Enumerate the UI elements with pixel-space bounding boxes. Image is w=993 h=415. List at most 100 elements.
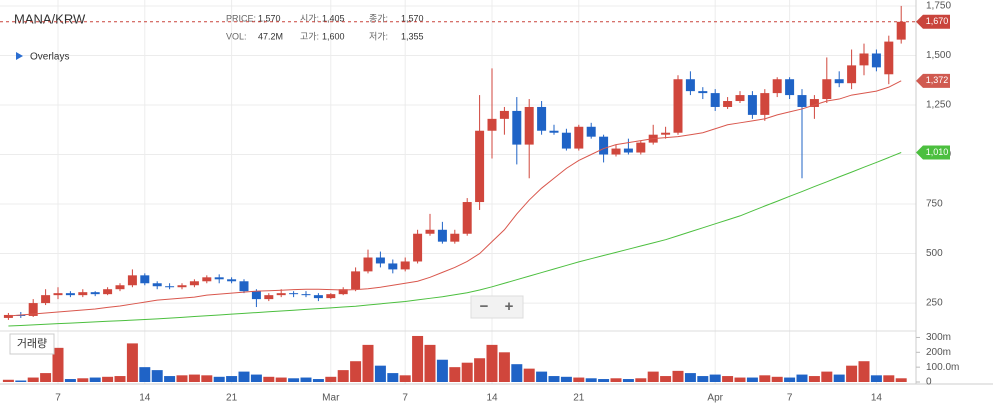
volume-bar (312, 379, 324, 382)
price-tag-label: 1,670 (926, 16, 949, 26)
volume-bar (709, 374, 721, 382)
volume-bar (560, 376, 572, 382)
x-tick-label: Mar (322, 393, 340, 404)
candle-body (710, 93, 720, 107)
candle-body (834, 79, 844, 84)
candle-body (127, 275, 137, 286)
price-tag-label: 1,010 (926, 147, 949, 157)
volume-bar (635, 378, 647, 382)
info-label: 고가: (300, 31, 319, 41)
moving-average (8, 152, 902, 327)
candle-body (735, 95, 745, 102)
candle-body (251, 291, 261, 300)
candle-body (747, 95, 757, 115)
vol-tick-label: 100.0m (926, 362, 959, 373)
zoom-out[interactable]: − (480, 298, 489, 315)
candle-body (276, 293, 286, 296)
candle-body (78, 292, 88, 296)
volume-bar (226, 376, 238, 382)
volume-bar (164, 376, 176, 382)
moving-average (8, 80, 902, 317)
y-tick-label: 1,250 (926, 100, 951, 111)
candle-body (487, 118, 497, 131)
candle-body (437, 229, 447, 242)
volume-bar (585, 378, 597, 382)
volume-bar (176, 375, 188, 382)
candle-body (524, 106, 534, 145)
volume-bar (424, 344, 436, 382)
info-label: VOL: (226, 31, 247, 41)
candle-body (425, 229, 435, 234)
candle-body (152, 283, 162, 287)
x-tick-label: 21 (226, 393, 238, 404)
overlays-label[interactable]: Overlays (30, 52, 69, 63)
candle-body (623, 148, 633, 153)
candle-body (3, 314, 13, 318)
candle-body (140, 275, 150, 284)
candle-body (512, 110, 522, 145)
triangle-icon (16, 52, 23, 60)
volume-bar (833, 374, 845, 382)
volume-bar (722, 376, 734, 382)
info-label: 저가: (369, 31, 388, 41)
volume-bar (598, 379, 610, 382)
candle-body (375, 257, 385, 264)
volume-bar (771, 376, 783, 382)
candle-body (338, 289, 348, 295)
candle-body (326, 294, 336, 299)
candle-body (214, 277, 224, 280)
candle-body (661, 132, 671, 135)
volume-bar (238, 371, 250, 382)
y-tick-label: 500 (926, 248, 943, 259)
x-tick-label: 21 (573, 393, 585, 404)
candle-body (450, 233, 460, 242)
volume-bar (734, 377, 746, 382)
volume-bar (498, 352, 510, 382)
zoom-in[interactable]: + (505, 298, 514, 315)
candle-body (189, 281, 199, 286)
y-tick-label: 250 (926, 298, 943, 309)
info-value: 47.2M (258, 31, 283, 41)
info-value: 1,355 (401, 31, 424, 41)
volume-bar (796, 374, 808, 382)
volume-bar (350, 361, 362, 382)
volume-bar (784, 377, 796, 382)
candle-body (586, 126, 596, 137)
volume-bar (412, 335, 424, 382)
y-tick-label: 750 (926, 199, 943, 210)
volume-bar (486, 344, 498, 382)
candle-body (289, 293, 299, 295)
volume-bar (139, 367, 151, 382)
candle-body (673, 79, 683, 133)
volume-bar (40, 373, 52, 382)
candle-body (202, 277, 212, 282)
x-tick-label: 14 (486, 393, 498, 404)
volume-bar (288, 378, 300, 382)
info-label: 시가: (300, 13, 319, 23)
volume-bar (697, 376, 709, 382)
price-tag (916, 73, 950, 88)
candle-body (264, 295, 274, 300)
candle-body (388, 263, 398, 270)
candle-body (28, 303, 38, 316)
vol-tick-label: 300m (926, 332, 951, 343)
volume-bar (15, 380, 27, 382)
volume-bar (759, 375, 771, 382)
candle-body (301, 294, 311, 296)
info-value: 1,600 (322, 31, 345, 41)
candle-body (859, 53, 869, 66)
volume-bar (77, 378, 89, 382)
price-tag (916, 145, 950, 160)
info-label: 종가: (369, 13, 388, 23)
candle-body (462, 202, 472, 234)
overlays-toggle[interactable]: Overlays (16, 52, 69, 63)
info-value: 1,405 (322, 13, 345, 23)
x-tick-label: 14 (871, 393, 883, 404)
volume-bar (374, 365, 386, 382)
candle-body (797, 95, 807, 107)
candle-body (896, 21, 906, 40)
candle-body (65, 293, 75, 296)
volume-bar (660, 376, 672, 382)
volume-bar (27, 377, 39, 382)
